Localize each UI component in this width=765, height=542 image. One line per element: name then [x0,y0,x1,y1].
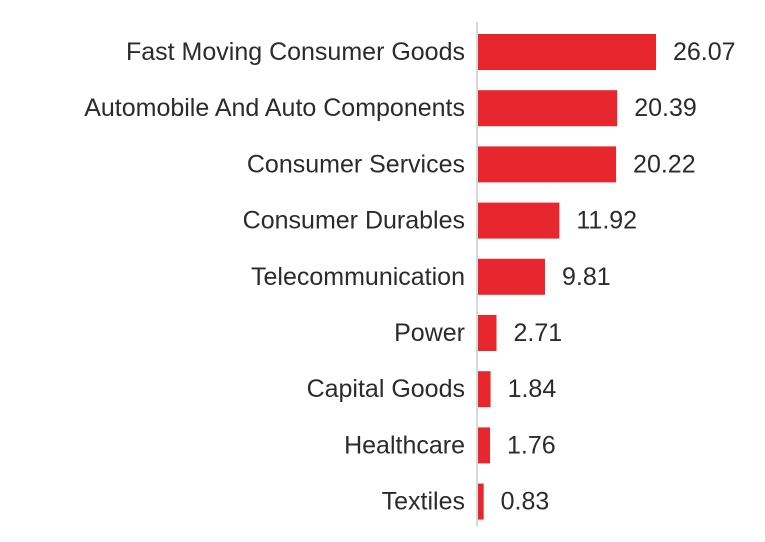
bar-4 [478,258,545,295]
category-label: Healthcare [344,431,465,459]
value-label: 1.76 [507,431,556,459]
bar-8 [478,483,484,520]
bar-5 [478,315,497,351]
category-label: Automobile And Auto Components [84,94,465,122]
category-label: Capital Goods [307,375,465,403]
category-label: Telecommunication [251,263,465,291]
bar-3 [478,202,560,239]
value-label: 26.07 [673,38,736,66]
value-label: 9.81 [562,263,611,291]
value-label: 20.39 [634,94,697,122]
value-label: 0.83 [501,488,550,516]
bar-1 [478,90,618,127]
value-label: 20.22 [633,150,696,178]
value-label: 2.71 [514,319,563,347]
bar-7 [478,427,491,464]
category-label: Consumer Services [247,150,465,178]
category-label: Textiles [382,488,465,516]
bar-0 [478,34,656,70]
category-label: Fast Moving Consumer Goods [126,38,465,66]
bar-6 [478,371,491,408]
bar-2 [478,146,617,183]
category-label: Consumer Durables [243,207,465,235]
bars-group: Fast Moving Consumer Goods 26.07 Automobil… [84,34,736,520]
value-label: 1.84 [508,375,557,403]
category-label: Power [394,319,465,347]
value-label: 11.92 [576,207,637,235]
